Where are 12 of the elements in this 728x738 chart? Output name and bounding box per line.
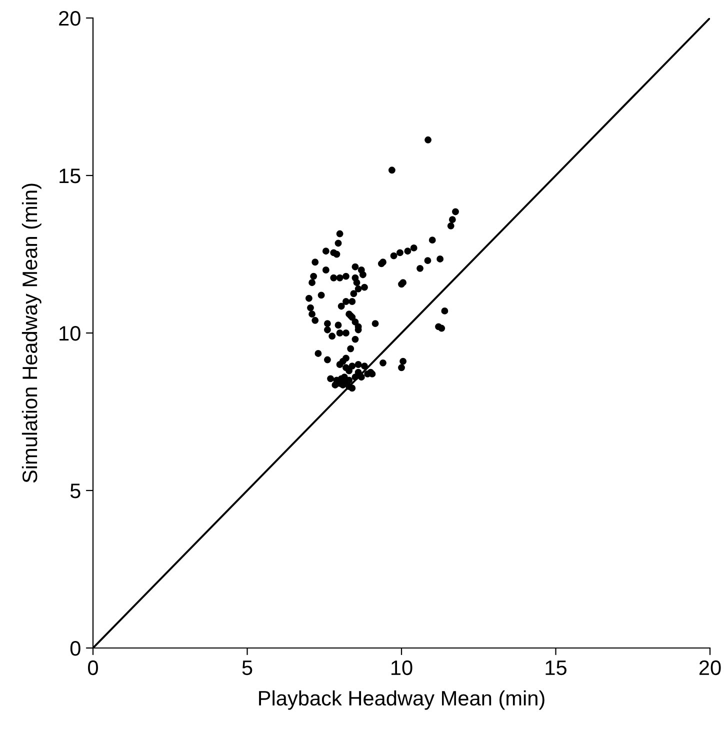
- y-tick-label: 15: [60, 168, 80, 184]
- x-tick-label: 10: [392, 660, 412, 676]
- y-axis-title: Simulation Headway Mean (min): [22, 184, 42, 483]
- y-tick-label: 10: [60, 326, 80, 341]
- x-axis-title: Playback Headway Mean (min): [259, 690, 544, 710]
- x-tick-label: 15: [546, 660, 566, 676]
- x-tick-label: 20: [699, 660, 721, 676]
- y-tick-label: 5: [70, 484, 80, 498]
- y-tick-label: 0: [70, 641, 80, 656]
- x-tick-label: 0: [88, 660, 98, 676]
- y-tick-label: 20: [59, 11, 80, 26]
- x-tick-label: 5: [242, 660, 252, 676]
